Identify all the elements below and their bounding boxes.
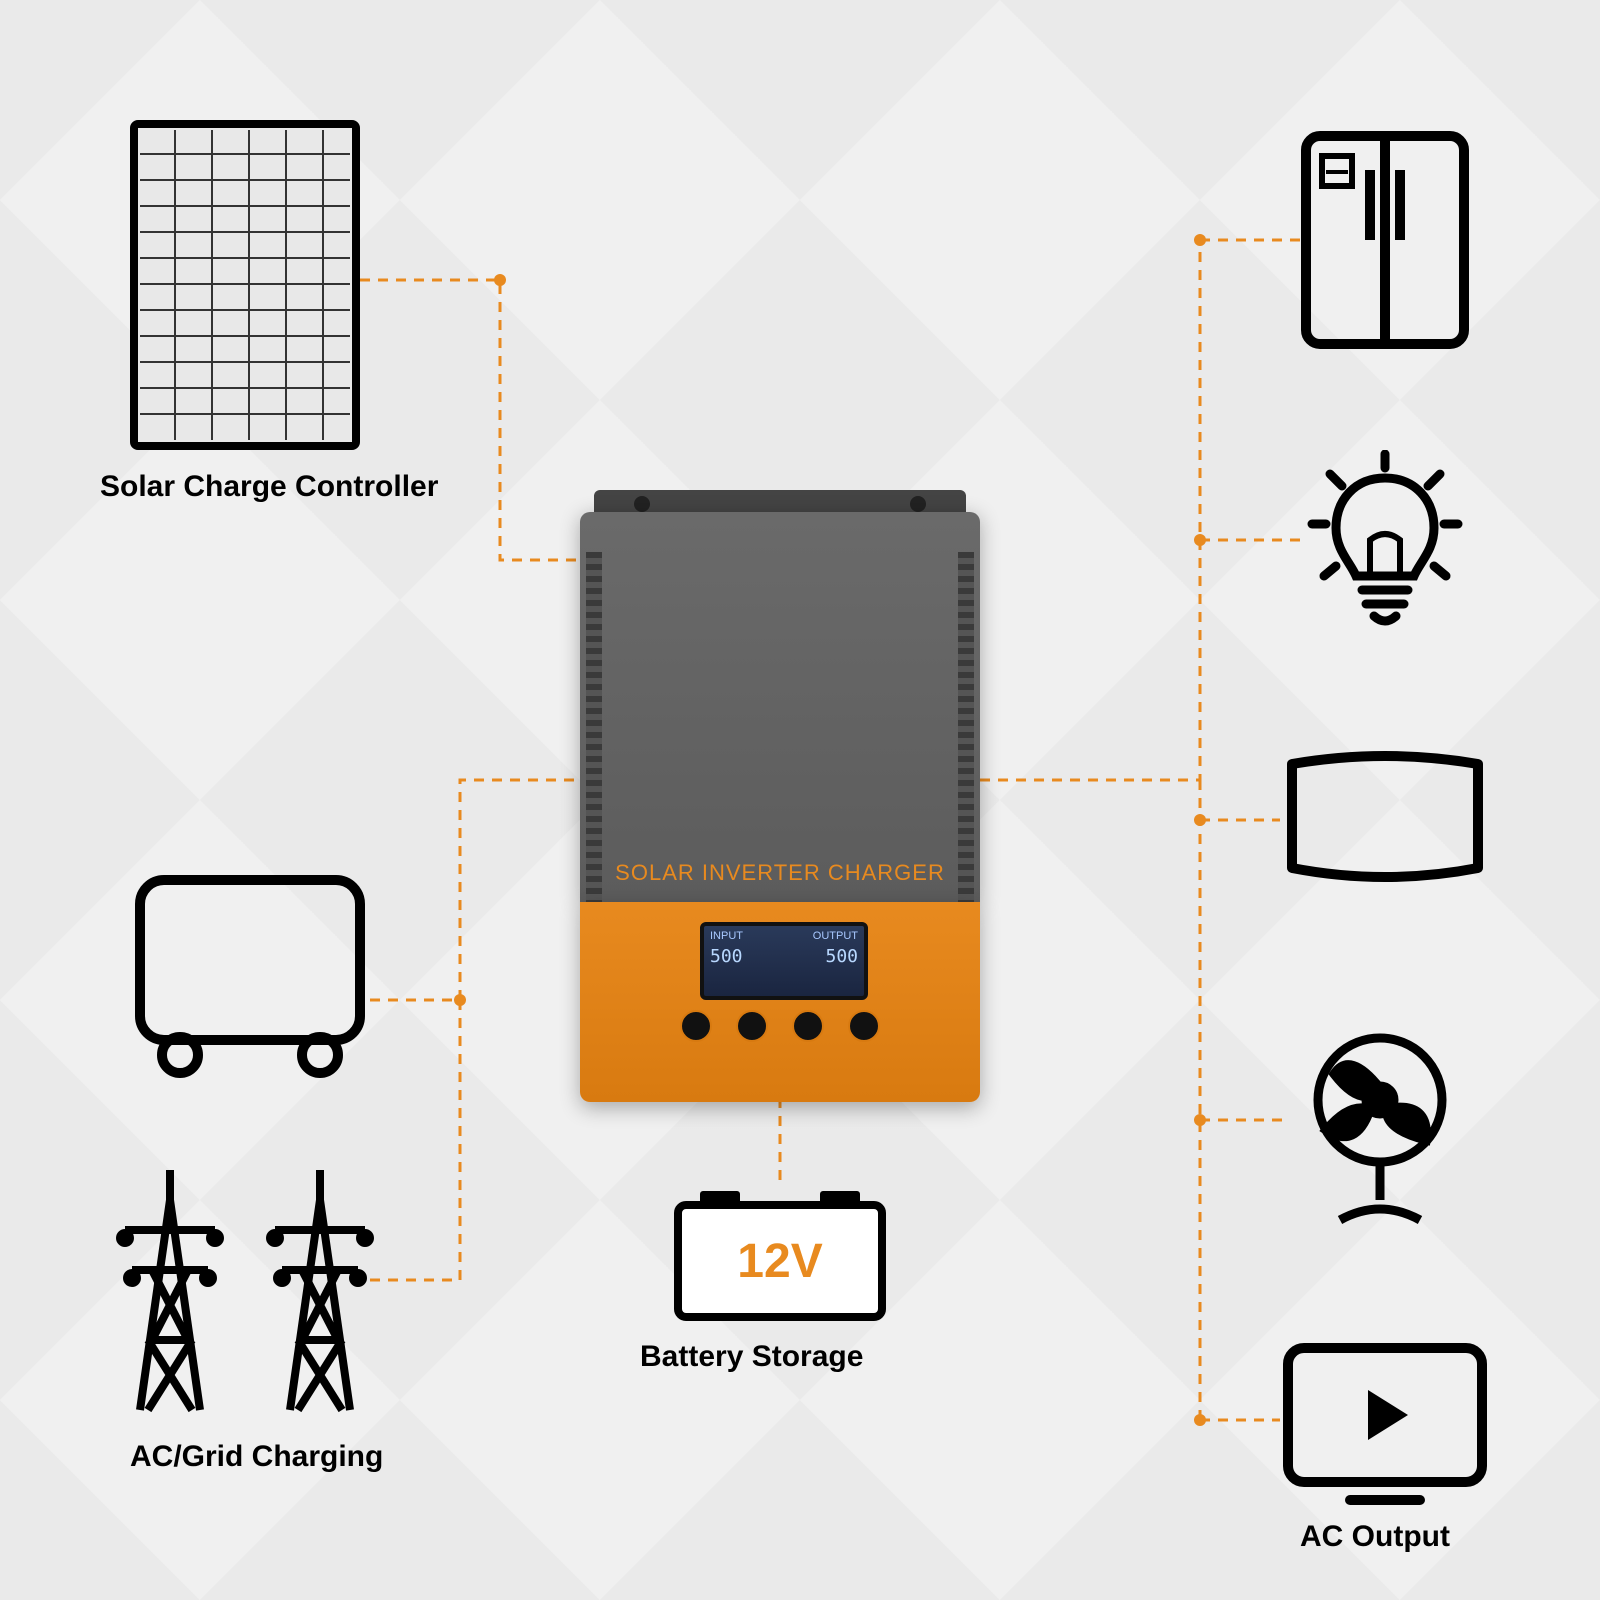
lightbulb-icon <box>1300 450 1470 640</box>
diagram-stage: Solar Charge Controller <box>0 0 1600 1600</box>
video-icon <box>1280 1340 1490 1510</box>
battery-icon: 12V <box>670 1185 890 1325</box>
inverter-buttons <box>680 1010 880 1042</box>
grid-towers-icon <box>110 1160 390 1420</box>
solar-panel-icon <box>130 120 360 450</box>
monitor-icon <box>1280 750 1490 900</box>
battery-label: Battery Storage <box>640 1340 863 1374</box>
fan-icon <box>1290 1030 1470 1230</box>
grid-label: AC/Grid Charging <box>130 1440 383 1474</box>
battery-voltage-text: 12V <box>737 1235 822 1288</box>
inverter-device: SOLAR INVERTER CHARGER INPUT OUTPUT 500 … <box>580 490 980 1100</box>
solar-label: Solar Charge Controller <box>100 470 438 504</box>
output-label: AC Output <box>1300 1520 1450 1554</box>
generator-icon <box>130 870 370 1080</box>
inverter-title: SOLAR INVERTER CHARGER <box>580 860 980 886</box>
fridge-icon <box>1300 130 1470 350</box>
inverter-screen: INPUT OUTPUT 500 500 <box>700 922 868 1000</box>
